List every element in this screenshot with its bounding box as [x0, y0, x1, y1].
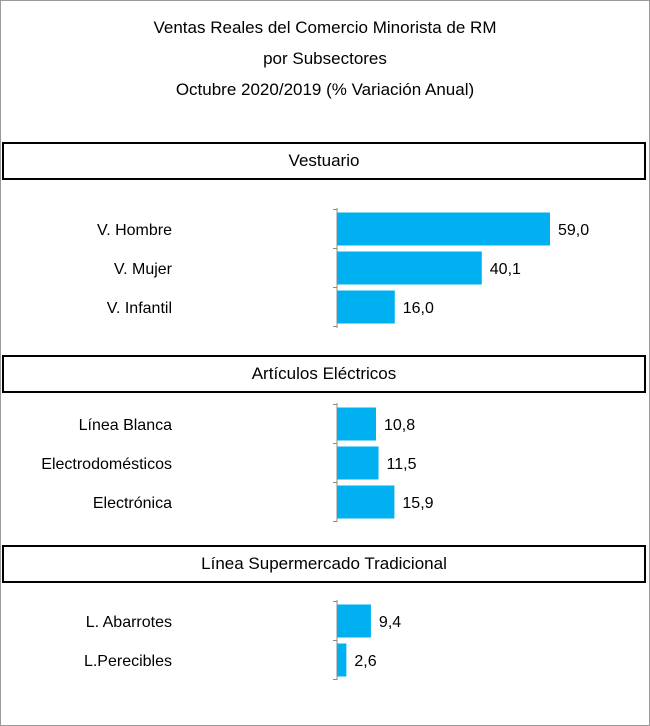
data-label: 16,0: [403, 300, 434, 317]
data-label: 59,0: [558, 222, 589, 239]
bar: [337, 290, 395, 324]
data-label: 10,8: [384, 417, 415, 434]
chart-title: Ventas Reales del Comercio Minorista de …: [0, 12, 650, 105]
bar: [337, 643, 347, 677]
data-label: 9,4: [379, 614, 401, 631]
bar: [337, 485, 395, 519]
category-label: V. Infantil: [107, 300, 172, 317]
category-label: Electrónica: [93, 495, 172, 512]
title-line-1: Ventas Reales del Comercio Minorista de …: [153, 18, 497, 37]
title-line-3: Octubre 2020/2019 (% Variación Anual): [175, 80, 475, 99]
category-label: Línea Blanca: [79, 417, 173, 434]
title-line-2: por Subsectores: [263, 49, 387, 68]
bar: [337, 251, 482, 285]
data-label: 2,6: [354, 653, 376, 670]
section-header-linea-supermercado: Línea Supermercado Tradicional: [2, 545, 646, 583]
bar: [337, 407, 376, 441]
bar: [337, 446, 379, 480]
category-label: V. Mujer: [114, 261, 173, 278]
bar: [337, 212, 550, 246]
section-header-articulos-electricos: Artículos Eléctricos: [2, 355, 646, 393]
category-label: L. Abarrotes: [86, 614, 172, 631]
data-label: 15,9: [402, 495, 433, 512]
data-label: 11,5: [387, 456, 417, 473]
data-label: 40,1: [490, 261, 521, 278]
section-header-vestuario: Vestuario: [2, 142, 646, 180]
bar: [337, 604, 371, 638]
category-label: L.Perecibles: [84, 653, 172, 670]
category-label: Electrodomésticos: [41, 456, 172, 473]
category-label: V. Hombre: [97, 222, 172, 239]
